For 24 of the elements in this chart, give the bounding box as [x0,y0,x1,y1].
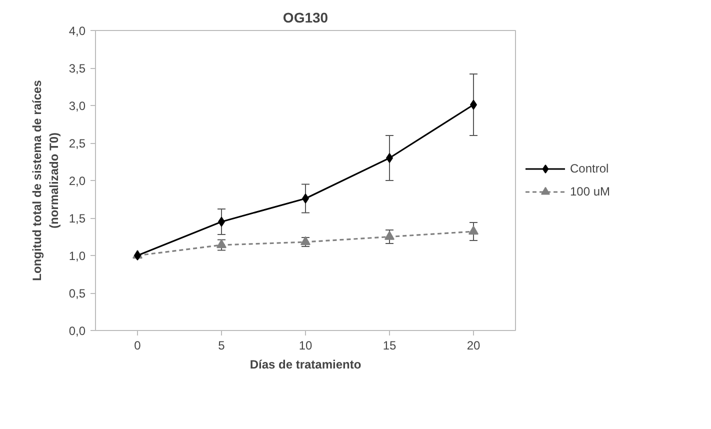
point [302,194,309,204]
y-tick-label: 3,0 [68,99,86,113]
legend-label: 100 uM [570,184,610,198]
legend-label: Control [570,162,609,176]
y-tick-label: 3,5 [68,62,86,76]
point [386,153,393,163]
point [468,226,478,235]
x-tick-label: 15 [382,338,396,352]
y-tick-label: 2,5 [68,136,86,150]
y-tick-label: 2,0 [68,174,86,188]
y-tick-label: 1,5 [68,212,86,226]
point [216,239,226,248]
x-tick-label: 20 [466,338,480,352]
x-tick-label: 10 [298,338,312,352]
y-axis-title: Longitud total de sistema de raíces (normalizado T0) [30,80,61,281]
chart-title: OG130 [282,10,328,26]
x-tick-label: 5 [218,338,226,352]
x-axis-title: Días de tratamiento [250,358,362,372]
x-tick-label: 0 [134,338,142,352]
y-tick-label: 0,0 [68,324,86,338]
y-tick-label: 4,0 [68,24,86,38]
point [384,231,394,240]
y-tick-label: 0,5 [68,286,86,300]
y-tick-label: 1,0 [68,249,86,263]
